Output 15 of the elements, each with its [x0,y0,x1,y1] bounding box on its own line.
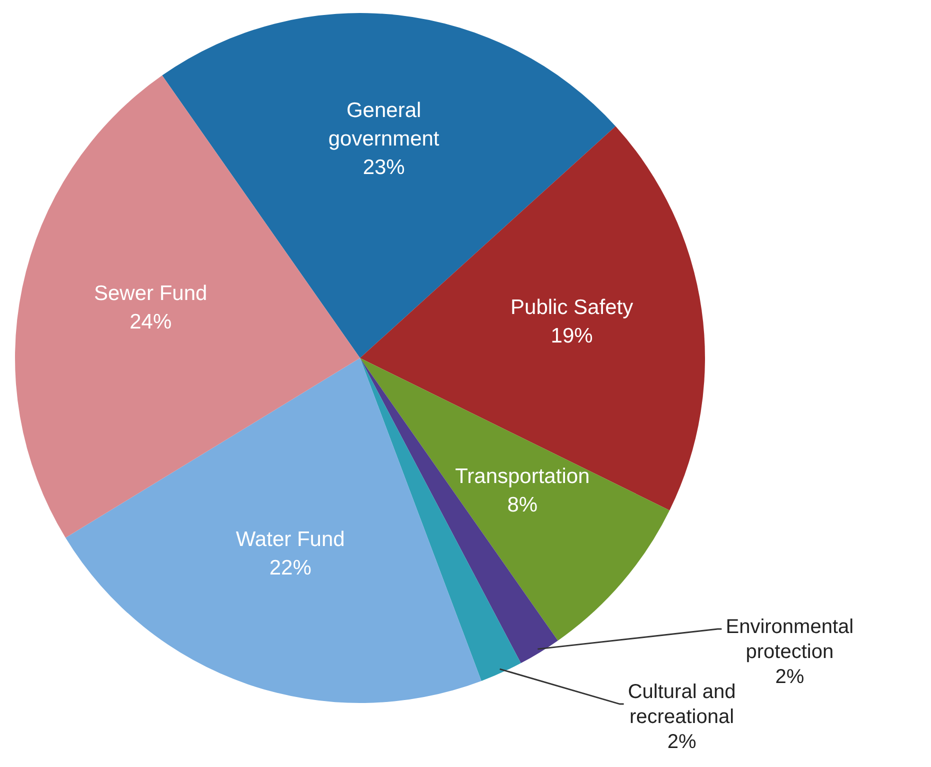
slice-label: Transportation [455,465,590,488]
data-label: 2% [667,731,696,754]
data-label: 2% [775,666,804,688]
data-label: 23% [362,156,405,179]
slice-label: Environmental protection [726,616,854,664]
data-label: 24% [130,310,172,334]
data-label: 22% [269,556,312,580]
slice-label: Public Safety [510,296,634,320]
slice-label: General government [328,99,440,150]
slice-label: Cultural and recreational [628,681,736,728]
data-label: 19% [550,324,593,348]
data-label: 8% [507,493,538,516]
slice-label: Water Fund [236,528,345,552]
slice-label: Sewer Fund [94,282,208,306]
pie-slice [360,358,670,641]
